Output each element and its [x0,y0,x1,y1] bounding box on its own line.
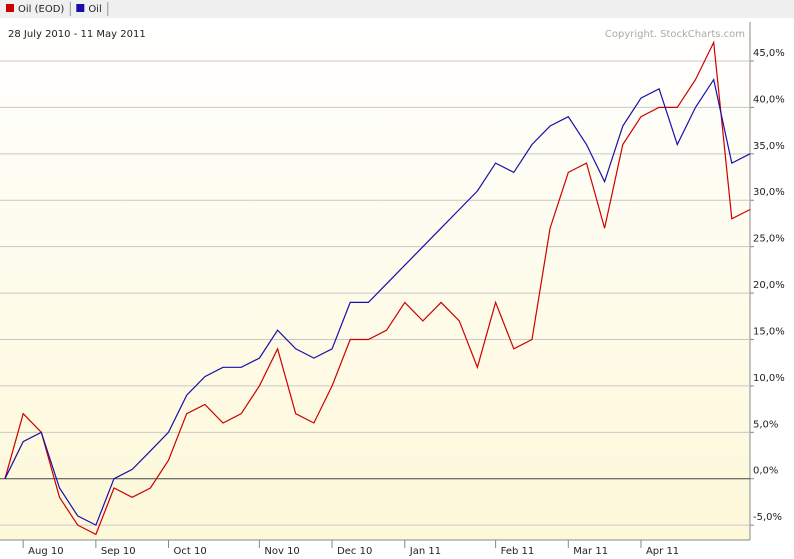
plot-area [0,22,750,540]
series-line [4,78,751,526]
y-tick-label: 20,0% [753,280,785,291]
legend-label: Oil (EOD) [18,4,64,15]
y-tick-label: -5,0% [753,512,782,523]
legend-swatch [76,4,85,12]
x-tick-label: Aug 10 [28,546,63,557]
y-tick-label: 45,0% [753,48,785,59]
y-tick-label: 0,0% [753,466,778,477]
series-line [4,40,751,536]
x-tick-label: Feb 11 [501,546,535,557]
legend-bar [0,0,794,18]
x-tick-label: Dec 10 [337,546,372,557]
y-tick-label: 5,0% [753,419,778,430]
y-tick-label: 15,0% [753,326,785,337]
x-tick-label: Mar 11 [573,546,608,557]
copyright: Copyright. StockCharts.com [605,29,745,40]
y-tick-label: 35,0% [753,141,785,152]
legend-swatch [6,4,14,12]
y-tick-label: 30,0% [753,187,785,198]
y-tick-label: 40,0% [753,94,785,105]
x-tick-label: Oct 10 [174,546,207,557]
x-tick-label: Nov 10 [264,546,299,557]
subtitle: 28 July 2010 - 11 May 2011 [8,29,146,40]
legend-label: Oil [88,4,101,15]
x-tick-label: Sep 10 [101,546,136,557]
x-tick-label: Jan 11 [409,546,441,557]
y-tick-label: 10,0% [753,373,785,384]
y-tick-label: 25,0% [753,234,785,245]
x-tick-label: Apr 11 [646,546,679,557]
